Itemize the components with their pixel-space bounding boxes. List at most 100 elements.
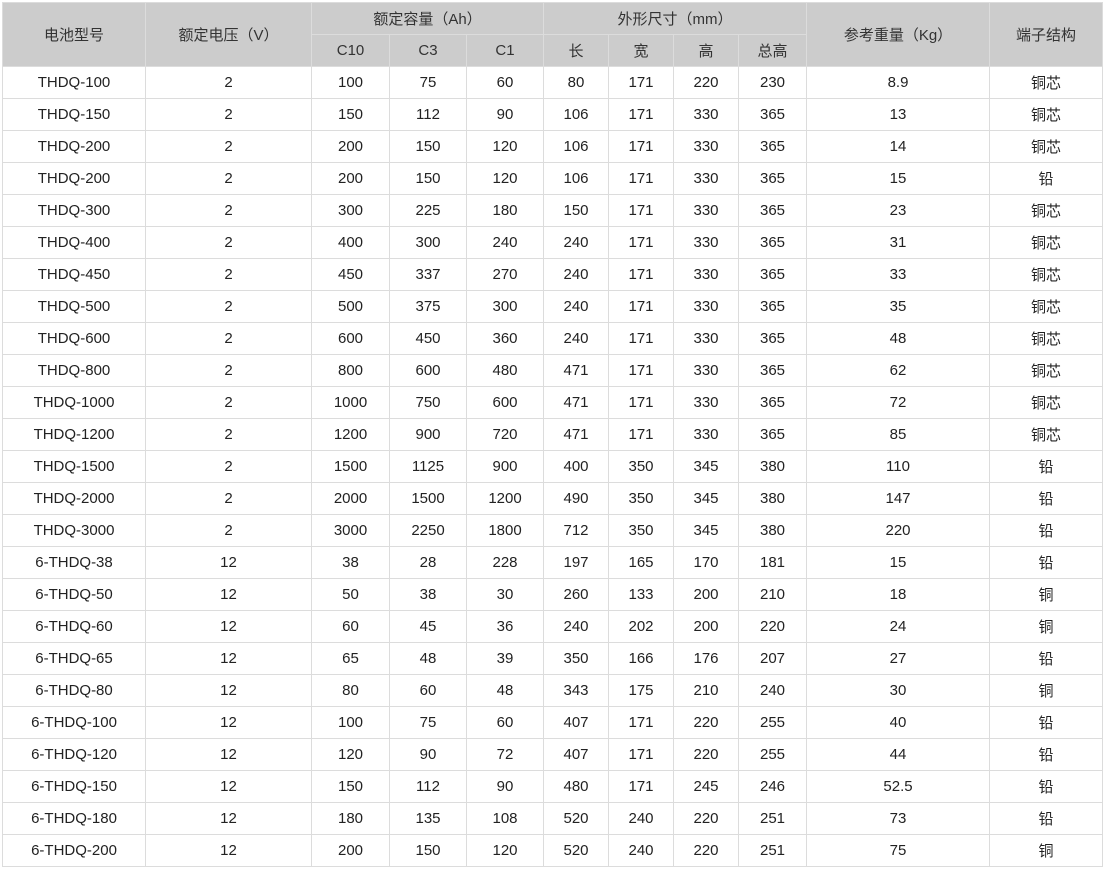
cell-total-height: 251 (738, 802, 807, 835)
cell-total-height: 255 (738, 738, 807, 771)
table-row: THDQ-2000 2 2000 1500 1200 490 350 345 380 147 铅 (2, 482, 1103, 515)
cell-terminal: 铅 (989, 642, 1103, 675)
cell-width: 171 (608, 770, 674, 803)
cell-height: 330 (673, 354, 739, 387)
cell-c3: 375 (389, 290, 467, 323)
cell-weight: 15 (806, 162, 990, 195)
cell-model: THDQ-600 (2, 322, 146, 355)
table-row: THDQ-3000 2 3000 2250 1800 712 350 345 380 220 铅 (2, 514, 1103, 547)
cell-voltage: 2 (145, 226, 312, 259)
cell-voltage: 2 (145, 482, 312, 515)
cell-width: 171 (608, 354, 674, 387)
cell-voltage: 12 (145, 642, 312, 675)
cell-length: 407 (543, 706, 609, 739)
cell-model: 6-THDQ-60 (2, 610, 146, 643)
cell-weight: 24 (806, 610, 990, 643)
cell-model: THDQ-3000 (2, 514, 146, 547)
cell-total-height: 365 (738, 194, 807, 227)
cell-model: THDQ-200 (2, 162, 146, 195)
cell-c10: 300 (311, 194, 390, 227)
cell-c3: 2250 (389, 514, 467, 547)
cell-c10: 150 (311, 770, 390, 803)
cell-c1: 120 (466, 834, 544, 867)
cell-voltage: 12 (145, 578, 312, 611)
cell-c10: 60 (311, 610, 390, 643)
cell-width: 171 (608, 162, 674, 195)
cell-weight: 48 (806, 322, 990, 355)
cell-c10: 100 (311, 66, 390, 99)
cell-terminal: 铜芯 (989, 322, 1103, 355)
cell-model: THDQ-150 (2, 98, 146, 131)
cell-c1: 1200 (466, 482, 544, 515)
cell-height: 200 (673, 610, 739, 643)
table-row: THDQ-300 2 300 225 180 150 171 330 365 23 铜芯 (2, 194, 1103, 227)
cell-terminal: 铜芯 (989, 66, 1103, 99)
table-row: THDQ-100 2 100 75 60 80 171 220 230 8.9 铜芯 (2, 66, 1103, 99)
cell-length: 520 (543, 802, 609, 835)
cell-height: 200 (673, 578, 739, 611)
cell-voltage: 12 (145, 674, 312, 707)
cell-total-height: 380 (738, 482, 807, 515)
cell-c3: 1500 (389, 482, 467, 515)
cell-model: 6-THDQ-120 (2, 738, 146, 771)
table-row: 6-THDQ-38 12 38 28 228 197 165 170 181 15 铅 (2, 546, 1103, 579)
cell-voltage: 12 (145, 610, 312, 643)
cell-weight: 75 (806, 834, 990, 867)
cell-model: 6-THDQ-80 (2, 674, 146, 707)
cell-height: 345 (673, 450, 739, 483)
cell-terminal: 铜芯 (989, 130, 1103, 163)
cell-c10: 200 (311, 834, 390, 867)
cell-c10: 200 (311, 130, 390, 163)
cell-weight: 15 (806, 546, 990, 579)
cell-model: THDQ-1200 (2, 418, 146, 451)
cell-c1: 90 (466, 770, 544, 803)
cell-width: 171 (608, 418, 674, 451)
cell-voltage: 2 (145, 162, 312, 195)
cell-weight: 52.5 (806, 770, 990, 803)
cell-total-height: 365 (738, 130, 807, 163)
cell-c1: 300 (466, 290, 544, 323)
cell-model: THDQ-450 (2, 258, 146, 291)
table-row: THDQ-450 2 450 337 270 240 171 330 365 33 铜芯 (2, 258, 1103, 291)
table-row: THDQ-1200 2 1200 900 720 471 171 330 365 85 铜芯 (2, 418, 1103, 451)
cell-c10: 38 (311, 546, 390, 579)
cell-total-height: 365 (738, 258, 807, 291)
cell-length: 343 (543, 674, 609, 707)
cell-width: 240 (608, 802, 674, 835)
cell-c10: 120 (311, 738, 390, 771)
cell-voltage: 12 (145, 802, 312, 835)
cell-width: 171 (608, 226, 674, 259)
table-row: 6-THDQ-200 12 200 150 120 520 240 220 251 75 铜 (2, 834, 1103, 867)
header-width: 宽 (608, 34, 674, 67)
cell-weight: 62 (806, 354, 990, 387)
cell-height: 330 (673, 98, 739, 131)
cell-width: 171 (608, 130, 674, 163)
table-row: THDQ-200 2 200 150 120 106 171 330 365 15 铅 (2, 162, 1103, 195)
cell-weight: 13 (806, 98, 990, 131)
cell-model: THDQ-200 (2, 130, 146, 163)
cell-height: 345 (673, 482, 739, 515)
cell-weight: 147 (806, 482, 990, 515)
table-row: THDQ-200 2 200 150 120 106 171 330 365 14 铜芯 (2, 130, 1103, 163)
cell-c1: 60 (466, 706, 544, 739)
cell-c1: 600 (466, 386, 544, 419)
cell-terminal: 铜 (989, 674, 1103, 707)
cell-height: 330 (673, 162, 739, 195)
cell-length: 471 (543, 354, 609, 387)
cell-terminal: 铜芯 (989, 226, 1103, 259)
cell-width: 166 (608, 642, 674, 675)
cell-c1: 228 (466, 546, 544, 579)
cell-total-height: 251 (738, 834, 807, 867)
table-row: 6-THDQ-150 12 150 112 90 480 171 245 246 52.5 铅 (2, 770, 1103, 803)
cell-voltage: 2 (145, 98, 312, 131)
cell-weight: 27 (806, 642, 990, 675)
cell-model: THDQ-100 (2, 66, 146, 99)
cell-weight: 23 (806, 194, 990, 227)
cell-c10: 1500 (311, 450, 390, 483)
cell-c3: 150 (389, 834, 467, 867)
cell-voltage: 2 (145, 322, 312, 355)
header-c1: C1 (466, 34, 544, 67)
cell-width: 350 (608, 482, 674, 515)
cell-total-height: 230 (738, 66, 807, 99)
cell-c3: 112 (389, 770, 467, 803)
